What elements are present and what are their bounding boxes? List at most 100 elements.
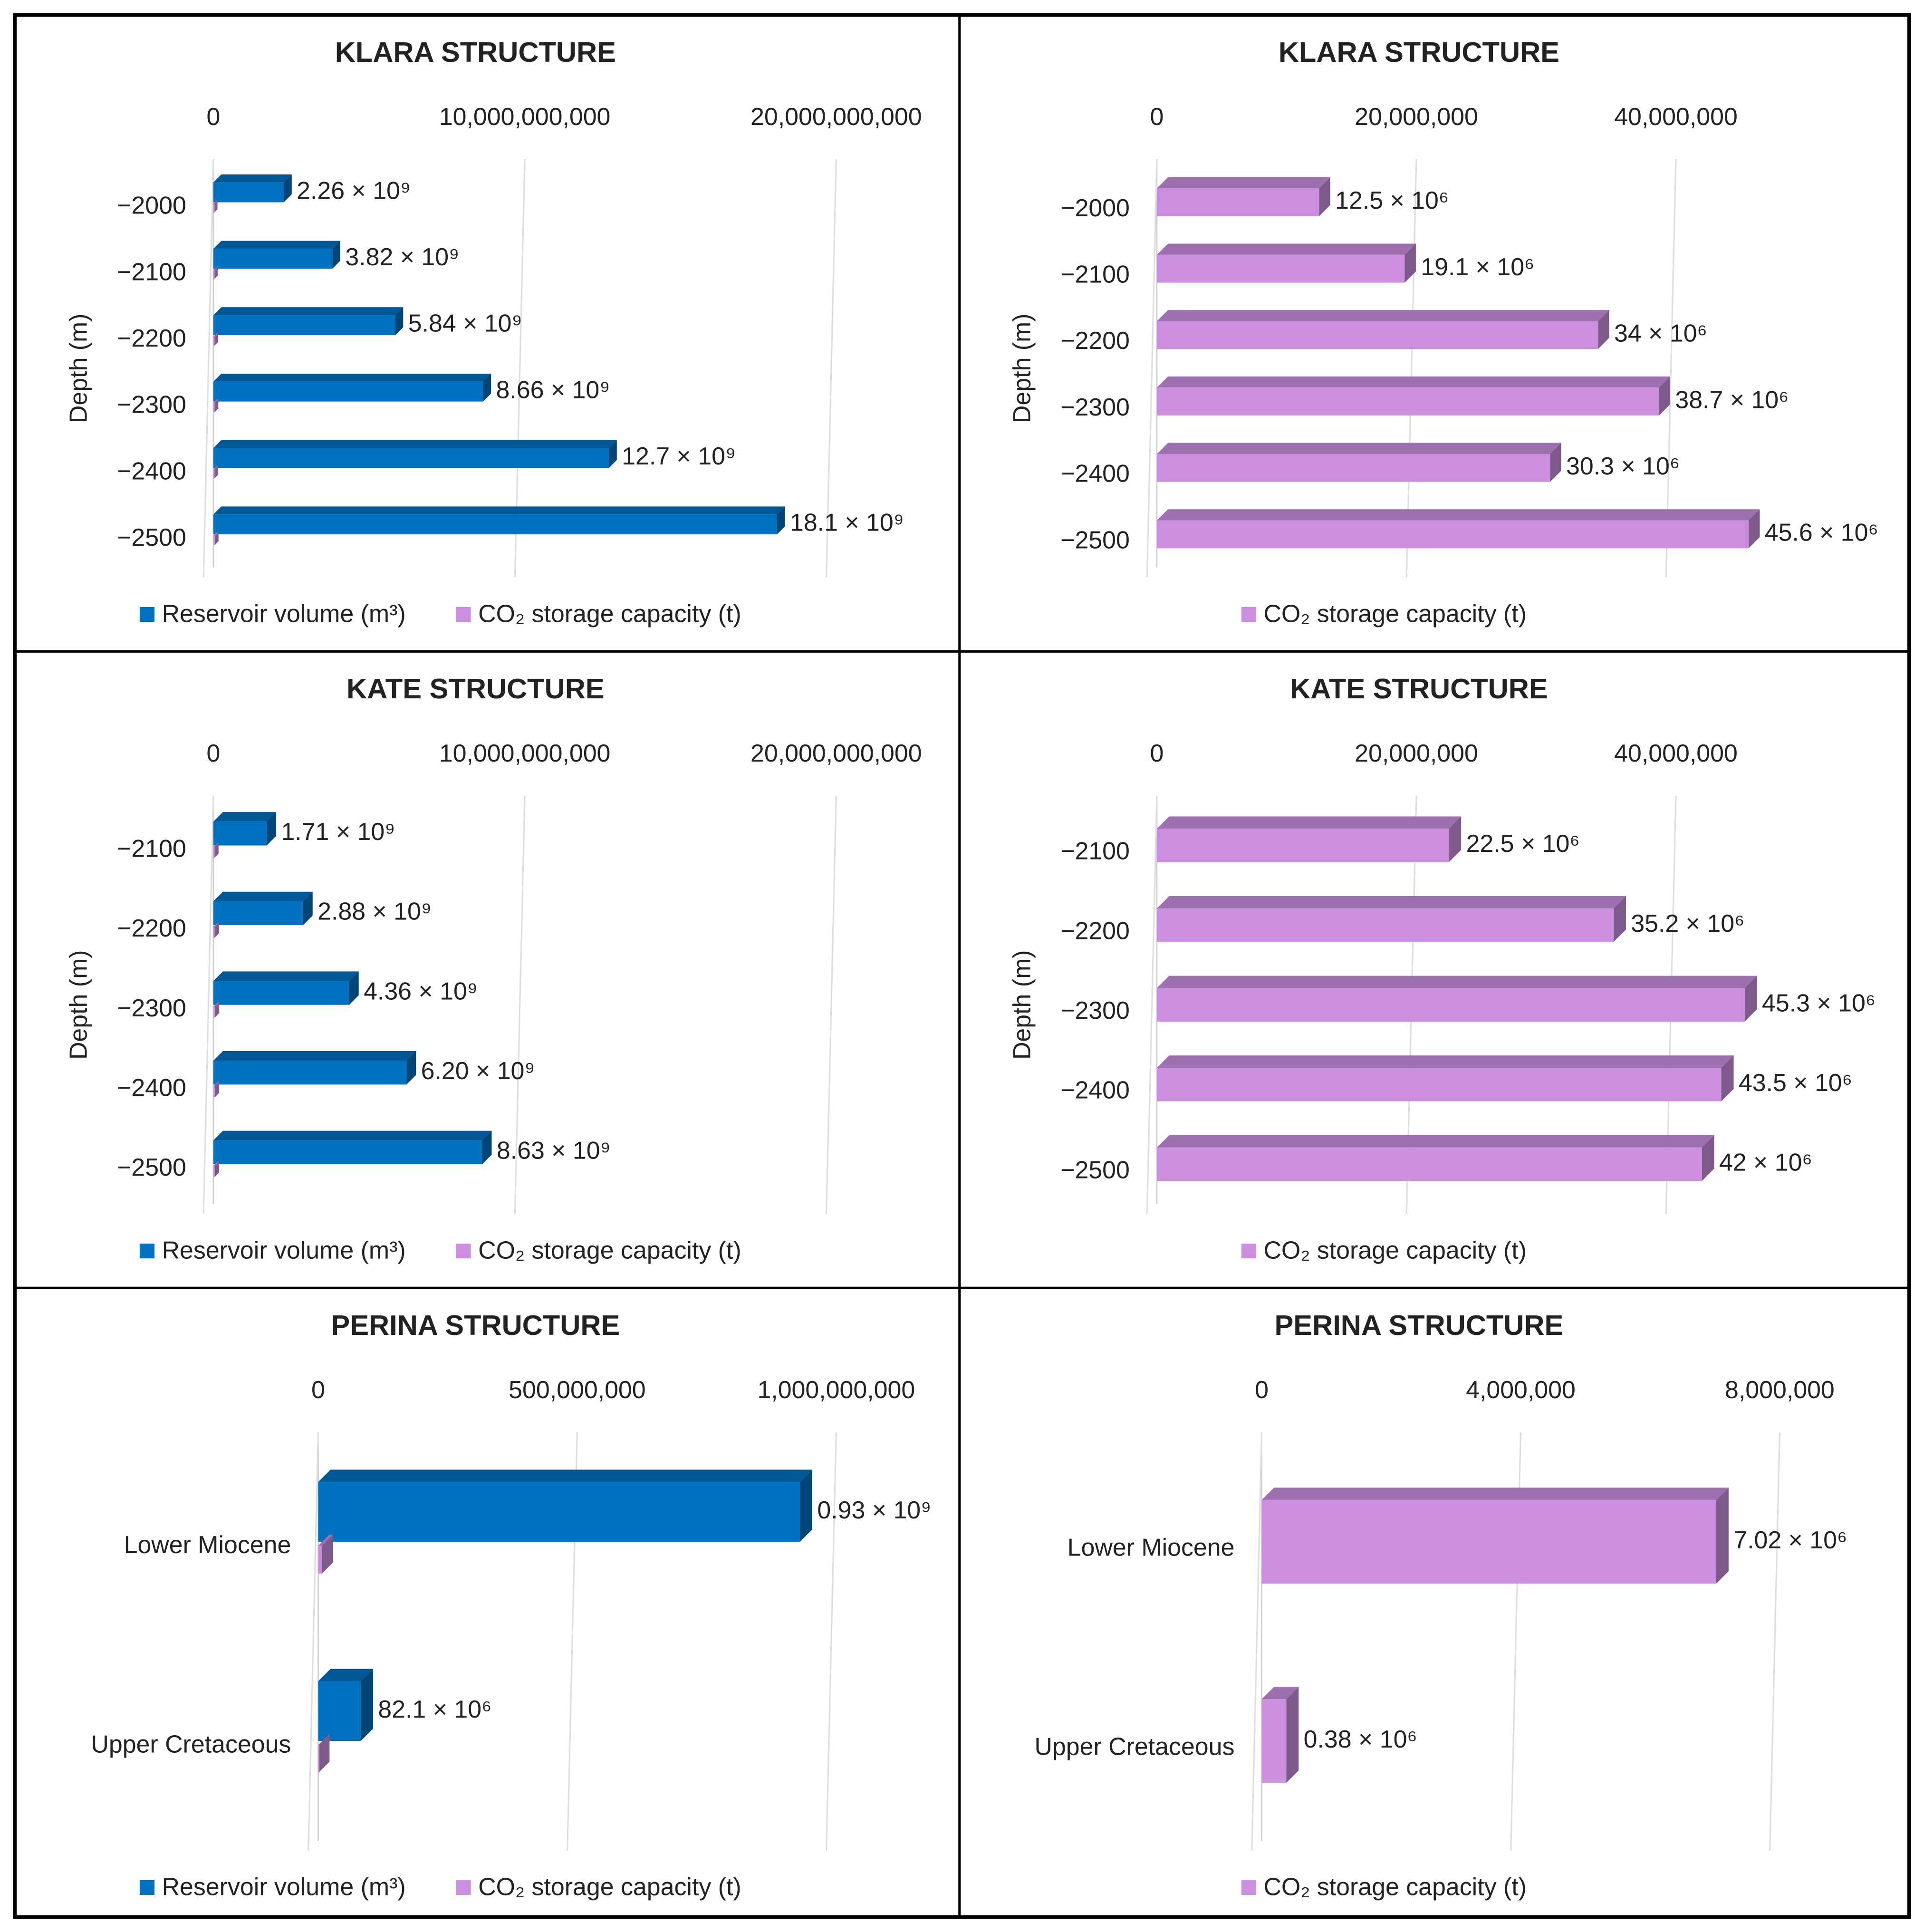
value-label: 42 × 10⁶ bbox=[1719, 1149, 1812, 1176]
y-tick-label: −2200 bbox=[1060, 917, 1130, 944]
bar-top bbox=[213, 174, 292, 183]
legend-swatch bbox=[139, 1243, 155, 1258]
x-tick-label: 0 bbox=[1255, 1376, 1269, 1403]
x-tick-label: 4,000,000 bbox=[1466, 1376, 1576, 1403]
bar-top bbox=[213, 399, 219, 403]
grid-line bbox=[514, 795, 526, 1214]
x-tick-label: 20,000,000 bbox=[1355, 739, 1478, 767]
bar-top bbox=[213, 465, 218, 470]
x-tick-label: 40,000,000 bbox=[1614, 103, 1738, 130]
bar-side bbox=[214, 531, 219, 545]
bar-side bbox=[214, 465, 218, 479]
value-label: 34 × 10⁶ bbox=[1614, 319, 1707, 347]
bar-top bbox=[213, 1130, 492, 1140]
value-label: 45.3 × 10⁶ bbox=[1762, 989, 1876, 1016]
grid-line bbox=[1405, 159, 1417, 578]
bar bbox=[213, 336, 215, 346]
value-label: 18.1 × 10⁹ bbox=[790, 509, 904, 536]
y-tick-label: −2400 bbox=[1060, 1076, 1130, 1104]
x-tick-label: 0 bbox=[206, 739, 220, 767]
bar bbox=[1156, 454, 1550, 482]
value-label: 8.66 × 10⁹ bbox=[496, 376, 610, 403]
bar bbox=[213, 847, 215, 859]
bar bbox=[213, 535, 215, 545]
value-label: 7.02 × 10⁶ bbox=[1733, 1526, 1847, 1554]
bar-side bbox=[303, 891, 313, 926]
bar-side bbox=[1405, 243, 1416, 283]
x-tick-label: 10,000,000,000 bbox=[439, 103, 611, 130]
y-axis-label: Depth (m) bbox=[1008, 950, 1035, 1060]
x-tick-label: 20,000,000 bbox=[1355, 103, 1478, 130]
bar-top bbox=[318, 1669, 373, 1681]
bar bbox=[1156, 1147, 1702, 1181]
bar-side bbox=[322, 1535, 333, 1574]
y-tick-label: −2400 bbox=[117, 457, 186, 484]
bar-side bbox=[214, 1082, 220, 1098]
bar-side bbox=[1319, 177, 1330, 216]
bar-top bbox=[213, 1002, 220, 1007]
bar-side bbox=[360, 1669, 373, 1741]
y-tick-label: −2400 bbox=[1060, 460, 1130, 487]
x-tick-label: 0 bbox=[311, 1376, 325, 1403]
y-tick-label: Lower Miocene bbox=[1068, 1533, 1235, 1561]
legend-swatch bbox=[139, 1880, 155, 1895]
bar-top bbox=[213, 842, 219, 847]
bar-top bbox=[213, 332, 218, 337]
bar-top bbox=[1156, 443, 1561, 454]
x-tick-label: 8,000,000 bbox=[1725, 1376, 1835, 1403]
bar-side bbox=[214, 842, 219, 859]
bar bbox=[213, 448, 609, 468]
bar bbox=[213, 1086, 215, 1098]
y-tick-label: Upper Cretaceous bbox=[1034, 1733, 1234, 1760]
bar bbox=[213, 1006, 215, 1018]
bar-side bbox=[1716, 1488, 1729, 1584]
bar-top bbox=[1156, 896, 1626, 908]
y-axis-label: Depth (m) bbox=[1008, 313, 1035, 423]
bar-side bbox=[332, 241, 340, 269]
legend-swatch bbox=[456, 607, 471, 622]
y-tick-label: −2300 bbox=[117, 994, 186, 1022]
grid-line bbox=[1146, 795, 1158, 1214]
bar bbox=[213, 821, 267, 846]
x-tick-label: 0 bbox=[1150, 103, 1164, 130]
legend-swatch bbox=[139, 607, 155, 622]
y-tick-label: Upper Cretaceous bbox=[91, 1730, 291, 1758]
y-tick-label: −2200 bbox=[117, 324, 186, 352]
value-label: 2.26 × 10⁹ bbox=[297, 176, 411, 204]
y-tick-label: −2500 bbox=[1060, 1156, 1130, 1183]
value-label: 0.93 × 10⁹ bbox=[817, 1496, 931, 1524]
chart-title: KATE STRUCTURE bbox=[346, 673, 605, 705]
value-label: 38.7 × 10⁶ bbox=[1675, 386, 1789, 413]
value-label: 2.88 × 10⁹ bbox=[317, 898, 432, 925]
bar-top bbox=[1156, 1135, 1714, 1148]
bar-side bbox=[1598, 310, 1609, 349]
legend-swatch bbox=[456, 1880, 471, 1895]
bar-side bbox=[283, 174, 292, 203]
bar-top bbox=[1261, 1488, 1729, 1500]
bar-side bbox=[214, 399, 219, 412]
bar bbox=[318, 1681, 361, 1741]
bar bbox=[213, 403, 215, 412]
bar-top bbox=[1156, 177, 1330, 189]
x-tick-label: 20,000,000,000 bbox=[750, 103, 922, 130]
bar-top bbox=[213, 373, 491, 382]
bar-top bbox=[213, 1082, 220, 1086]
grid-line bbox=[202, 159, 214, 578]
bar-side bbox=[214, 922, 219, 938]
grid-line bbox=[826, 1432, 837, 1851]
bar bbox=[213, 182, 284, 203]
bar bbox=[1156, 988, 1745, 1022]
bar-top bbox=[213, 812, 277, 822]
bar-side bbox=[318, 1734, 330, 1773]
bar bbox=[213, 981, 349, 1005]
value-label: 19.1 × 10⁶ bbox=[1421, 253, 1534, 280]
bar-side bbox=[1702, 1135, 1714, 1181]
bar bbox=[213, 315, 395, 335]
legend-swatch bbox=[1241, 607, 1256, 622]
bar-side bbox=[214, 1002, 220, 1018]
y-tick-label: −2500 bbox=[117, 1153, 186, 1181]
legend-label: CO₂ storage capacity (t) bbox=[1263, 1236, 1526, 1264]
chart-title: KLARA STRUCTURE bbox=[1279, 36, 1559, 68]
legend-label: CO₂ storage capacity (t) bbox=[1263, 600, 1526, 628]
y-tick-label: −2400 bbox=[117, 1073, 186, 1101]
